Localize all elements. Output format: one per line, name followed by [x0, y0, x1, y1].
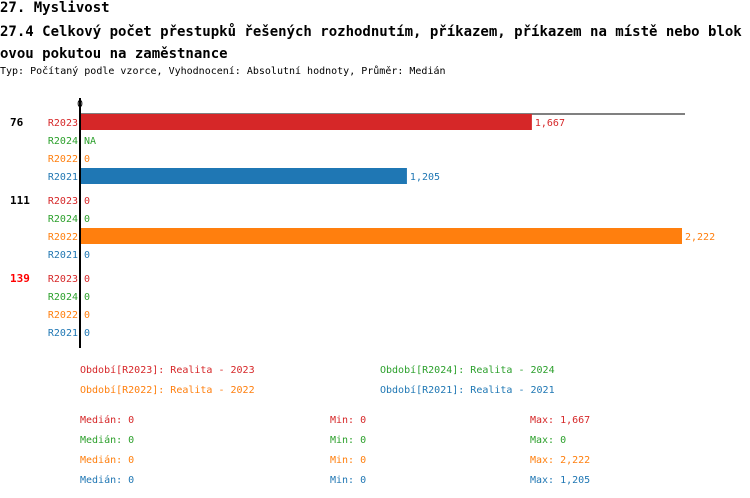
data-label: 1,667 — [535, 118, 565, 129]
series-label: R2022 — [48, 154, 78, 165]
bar — [81, 228, 682, 244]
stat-median: Medián: 0 — [80, 434, 134, 446]
chart-meta: Typ: Počítaný podle vzorce, Vyhodnocení:… — [0, 66, 446, 77]
data-label: 0 — [84, 328, 90, 339]
stat-min: Min: 0 — [330, 475, 366, 486]
stat-max: Max: 2,222 — [530, 455, 590, 466]
series-label: R2021 — [48, 172, 78, 183]
series-label: R2024 — [48, 292, 78, 303]
data-label: 0 — [84, 214, 90, 225]
data-label: 0 — [84, 154, 90, 165]
stat-min: Min: 0 — [330, 455, 366, 466]
series-label: R2021 — [48, 328, 78, 339]
data-label: 0 — [84, 196, 90, 207]
series-label: R2021 — [48, 250, 78, 261]
section-title: 27. Myslivost — [0, 0, 110, 16]
stat-max: Max: 1,667 — [530, 415, 590, 426]
group-label: 139 — [10, 272, 30, 285]
stat-min: Min: 0 — [330, 415, 366, 426]
data-label: 2,222 — [685, 232, 715, 243]
legend-entry: Období[R2024]: Realita - 2024 — [380, 364, 555, 376]
group-label: 76 — [10, 116, 24, 129]
series-label: R2023 — [48, 274, 78, 285]
data-label: 0 — [84, 274, 90, 285]
data-label: NA — [84, 136, 96, 147]
bar — [81, 168, 407, 184]
stat-max: Max: 1,205 — [530, 475, 590, 486]
stat-median: Medián: 0 — [80, 454, 134, 466]
series-label: R2023 — [48, 118, 78, 129]
series-label: R2022 — [48, 232, 78, 243]
series-label: R2022 — [48, 310, 78, 321]
series-label: R2024 — [48, 136, 78, 147]
series-label: R2023 — [48, 196, 78, 207]
data-label: 0 — [84, 310, 90, 321]
legend-entry: Období[R2023]: Realita - 2023 — [80, 364, 255, 376]
data-label: 0 — [84, 292, 90, 303]
chart-title: 27.4 Celkový počet přestupků řešených ro… — [0, 24, 742, 62]
stat-max: Max: 0 — [530, 435, 566, 446]
legend-entry: Období[R2021]: Realita - 2021 — [380, 384, 555, 396]
axis-tick-label: 0 — [77, 99, 83, 110]
stat-median: Medián: 0 — [80, 414, 134, 426]
stat-median: Medián: 0 — [80, 474, 134, 486]
data-label: 0 — [84, 250, 90, 261]
group-label: 111 — [10, 194, 30, 207]
data-label: 1,205 — [410, 172, 440, 183]
bar — [81, 114, 532, 130]
legend-entry: Období[R2022]: Realita - 2022 — [80, 384, 255, 396]
stat-min: Min: 0 — [330, 435, 366, 446]
series-label: R2024 — [48, 214, 78, 225]
